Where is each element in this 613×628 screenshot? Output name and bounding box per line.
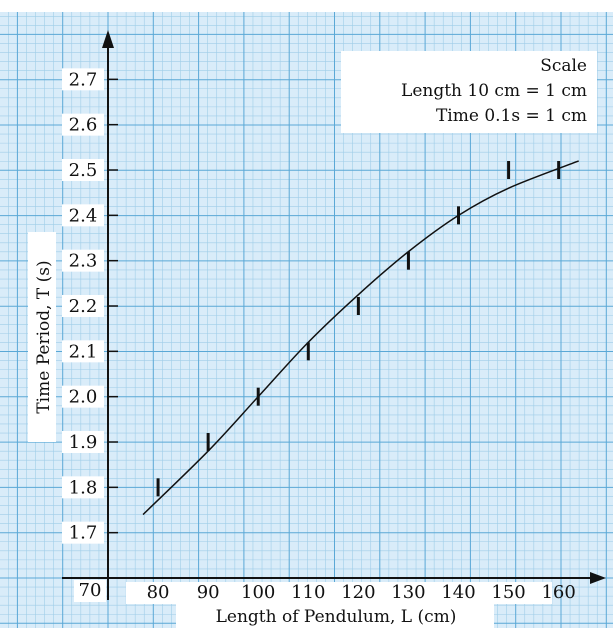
fit-curve	[142, 160, 579, 516]
y-tick-label: 1.9	[69, 432, 98, 453]
x-tick-label: 130	[391, 582, 425, 603]
y-tick-label-background	[62, 68, 104, 91]
y-tick-label-background	[62, 295, 104, 317]
data-points-layer	[156, 161, 561, 497]
y-tick-label-background	[62, 204, 104, 227]
y-axis-title-background	[28, 232, 56, 442]
scale-time: Time 0.1s = 1 cm	[436, 106, 587, 126]
fit-curve-layer	[142, 160, 579, 516]
y-tick-label: 2.2	[69, 296, 98, 317]
axes-layer: 1.7 1.8 1.9 2.0 2.1 2.2 2.3 2.4 2.5 2.6 2.7 80 90 100…	[62, 30, 606, 604]
y-tick-label: 2.7	[69, 69, 98, 90]
y-tick-label: 2.3	[69, 251, 98, 272]
y-tick-label-background	[62, 431, 104, 453]
y-tick-label-background	[62, 521, 104, 544]
y-axis-title: Time Period, T (s)	[34, 260, 54, 413]
x-tick-label: 80	[147, 582, 170, 603]
x-axis-title-background	[176, 603, 494, 628]
y-tick-label-background	[62, 113, 104, 136]
scale-length: Length 10 cm = 1 cm	[401, 81, 587, 101]
y-tick-label: 2.1	[69, 341, 98, 362]
x-tick-label: 110	[291, 582, 325, 603]
x-tick-labels-background	[126, 582, 552, 604]
y-tick-label: 2.6	[69, 115, 98, 136]
x-tick-label: 140	[441, 582, 475, 603]
y-axis-arrow	[102, 30, 114, 48]
x-tick-label: 160	[541, 582, 575, 603]
x-origin-label-background	[74, 580, 106, 602]
x-tick-label: 150	[491, 582, 525, 603]
y-tick-label-background	[62, 340, 104, 363]
x-origin-label: 70	[79, 580, 102, 601]
x-axis-title: Length of Pendulum, L (cm)	[216, 607, 457, 627]
y-tick-label: 2.4	[69, 205, 98, 226]
y-tick-label-background	[62, 476, 104, 499]
x-tick-label: 90	[197, 582, 220, 603]
y-tick-label: 1.7	[69, 523, 98, 544]
y-tick-label: 2.5	[69, 160, 98, 181]
scale-box	[341, 51, 597, 133]
x-tick-label: 120	[341, 582, 375, 603]
y-tick-label-background	[62, 249, 104, 272]
x-axis-arrow	[590, 572, 606, 584]
scale-heading: Scale	[540, 56, 587, 76]
y-tick-label-background	[62, 385, 104, 408]
y-tick-label: 1.8	[69, 477, 98, 498]
y-tick-label: 2.0	[69, 387, 98, 408]
y-tick-label-background	[62, 159, 104, 181]
x-tick-label: 100	[241, 582, 275, 603]
